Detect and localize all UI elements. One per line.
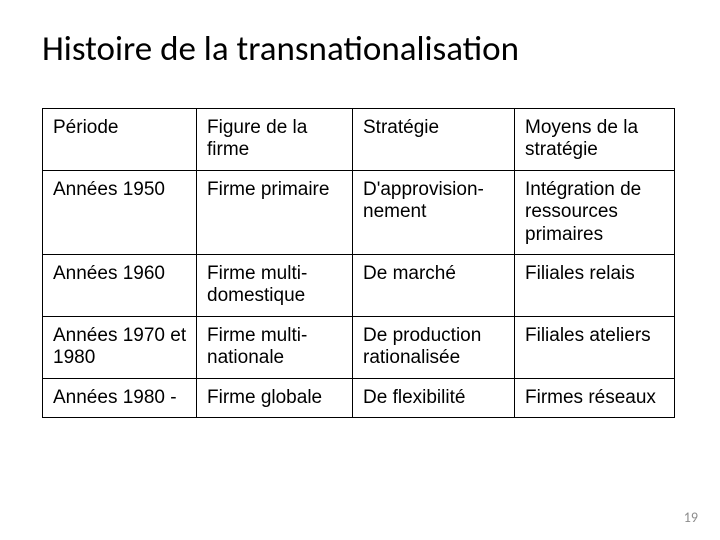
table-header-cell: Stratégie <box>353 109 515 171</box>
table-cell: D'approvision-nement <box>353 170 515 254</box>
table-cell: Firme primaire <box>197 170 353 254</box>
table-cell: Firme multi-nationale <box>197 316 353 378</box>
table-cell: Années 1960 <box>43 255 197 317</box>
table-cell: Firme multi-domestique <box>197 255 353 317</box>
table-cell: Filiales relais <box>515 255 675 317</box>
table-cell: De marché <box>353 255 515 317</box>
table-row: Période Figure de la firme Stratégie Moy… <box>43 109 675 171</box>
table-row: Années 1950 Firme primaire D'approvision… <box>43 170 675 254</box>
table-header-cell: Période <box>43 109 197 171</box>
table-cell: Années 1950 <box>43 170 197 254</box>
table-cell: Années 1980 - <box>43 378 197 417</box>
page-title: Histoire de la transnationalisation <box>42 28 678 70</box>
table-cell: De flexibilité <box>353 378 515 417</box>
table-cell: Intégration de ressources primaires <box>515 170 675 254</box>
page-number: 19 <box>684 509 698 526</box>
table-header-cell: Figure de la firme <box>197 109 353 171</box>
history-table: Période Figure de la firme Stratégie Moy… <box>42 108 675 418</box>
table-row: Années 1970 et 1980 Firme multi-national… <box>43 316 675 378</box>
table-cell: Firmes réseaux <box>515 378 675 417</box>
table-cell: Années 1970 et 1980 <box>43 316 197 378</box>
slide: Histoire de la transnationalisation Péri… <box>0 0 720 540</box>
table-row: Années 1960 Firme multi-domestique De ma… <box>43 255 675 317</box>
table-row: Années 1980 - Firme globale De flexibili… <box>43 378 675 417</box>
table-cell: Firme globale <box>197 378 353 417</box>
table-cell: De production rationalisée <box>353 316 515 378</box>
table-cell: Filiales ateliers <box>515 316 675 378</box>
table-header-cell: Moyens de la stratégie <box>515 109 675 171</box>
